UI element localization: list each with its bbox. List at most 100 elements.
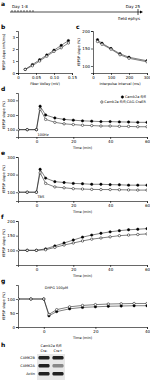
plot-area <box>96 39 147 63</box>
tick-label: 200 <box>7 219 15 224</box>
tick-mark <box>91 31 93 32</box>
data-point <box>54 186 56 188</box>
data-point <box>44 118 46 120</box>
data-point <box>72 187 74 189</box>
tick-label: 100 <box>82 64 90 69</box>
data-point <box>137 126 139 128</box>
data-point <box>109 183 111 185</box>
blot-header: Camk2a fl/fl <box>40 344 61 348</box>
x-tick: 20 <box>71 265 77 272</box>
data-point <box>43 298 45 300</box>
injection-tick <box>15 10 16 12</box>
panel-label: b <box>1 23 6 30</box>
x-tick: 60 <box>145 265 150 272</box>
x-tick: 0 <box>17 73 20 80</box>
chart: d0204060100200300Time (min)fEPSP slope (… <box>1 85 150 150</box>
tick-mark <box>16 157 18 158</box>
data-point <box>63 187 65 189</box>
series-line <box>18 299 147 316</box>
injection-tick <box>27 10 28 12</box>
injection-tick <box>12 10 13 12</box>
western-blot: hCamk2a fl/flCre-Cre+CAMK2BCAMK2AActin <box>1 341 65 380</box>
data-point <box>63 123 65 125</box>
data-point <box>127 229 129 231</box>
tick-label: 200 <box>7 172 15 177</box>
data-point <box>63 118 65 120</box>
tick-label: 50 <box>10 311 16 316</box>
data-point <box>100 120 102 122</box>
x-tick: 0 <box>92 73 95 80</box>
tick-label: 300 <box>7 98 15 103</box>
data-point <box>35 128 37 130</box>
data-point <box>24 68 26 70</box>
data-point <box>18 249 19 251</box>
tick-label: 0 <box>43 329 46 334</box>
data-point <box>146 189 147 191</box>
y-tick: 300 <box>7 155 18 160</box>
lane-label: Cre- <box>40 349 48 353</box>
series-line <box>25 43 68 69</box>
y-tick: 0 <box>12 325 18 330</box>
data-point <box>91 120 93 122</box>
injection-tick <box>24 10 25 12</box>
data-point <box>60 47 62 49</box>
series-line <box>25 41 68 70</box>
injection-tick <box>33 10 34 12</box>
tick-mark <box>16 61 18 62</box>
tick-label: 100 <box>7 127 15 132</box>
data-point <box>26 128 28 130</box>
x-tick: 60 <box>145 201 150 208</box>
tick-label: 100 <box>7 190 15 195</box>
series-line <box>18 109 147 130</box>
tick-label: 0 <box>36 139 39 144</box>
y-tick: 1 <box>12 59 18 64</box>
data-point <box>81 188 83 190</box>
data-point <box>137 189 139 191</box>
tick-label: 40 <box>108 139 114 144</box>
x-axis-title: Time (min) <box>72 336 93 340</box>
y-axis: 050100 <box>7 286 18 330</box>
tick-label: 300 <box>144 75 150 80</box>
legend-label: Camk2a fl/fl;CAG-CreER <box>104 100 146 104</box>
tick-label: 20 <box>71 267 77 272</box>
data-point <box>72 123 74 125</box>
data-point <box>35 191 37 193</box>
data-point <box>18 249 19 251</box>
plot-area <box>18 227 147 251</box>
data-point <box>100 183 102 185</box>
x-tick: 0 <box>43 327 46 334</box>
data-point <box>26 191 28 193</box>
data-point <box>39 168 41 170</box>
data-point <box>18 298 19 300</box>
data-point <box>46 55 48 57</box>
tick-mark <box>16 175 18 176</box>
tick-label: 0 <box>36 267 39 272</box>
data-point <box>63 244 65 246</box>
data-point <box>109 236 111 238</box>
x-axis: 0204060 <box>19 201 150 208</box>
band <box>53 372 64 376</box>
data-point <box>137 121 139 123</box>
band-label: CAMK2A <box>20 364 35 368</box>
data-point <box>54 246 56 248</box>
plot-area <box>24 39 70 70</box>
annotation: DHPG 100µM <box>45 286 68 290</box>
legend-label: Camk2a fl/fl <box>125 95 146 99</box>
blot-membrane <box>37 354 65 380</box>
y-axis-title: fEPSP slope (%) <box>77 38 81 66</box>
data-point <box>18 191 19 193</box>
x-tick: 100 <box>108 73 116 80</box>
x-axis: 00.050.100.15 <box>17 73 77 80</box>
tick-mark <box>16 130 18 131</box>
x-tick: 300 <box>144 73 150 80</box>
data-point <box>60 44 62 46</box>
panel-label: f <box>1 213 4 220</box>
tick-label: 300 <box>7 155 15 160</box>
timeline-arrow <box>140 11 143 14</box>
tick-mark <box>16 37 18 38</box>
data-point <box>146 233 147 235</box>
x-axis: 0204060 <box>19 265 150 272</box>
series-line <box>18 299 147 314</box>
y-tick: 300 <box>7 98 18 103</box>
y-tick: 100 <box>82 64 93 69</box>
